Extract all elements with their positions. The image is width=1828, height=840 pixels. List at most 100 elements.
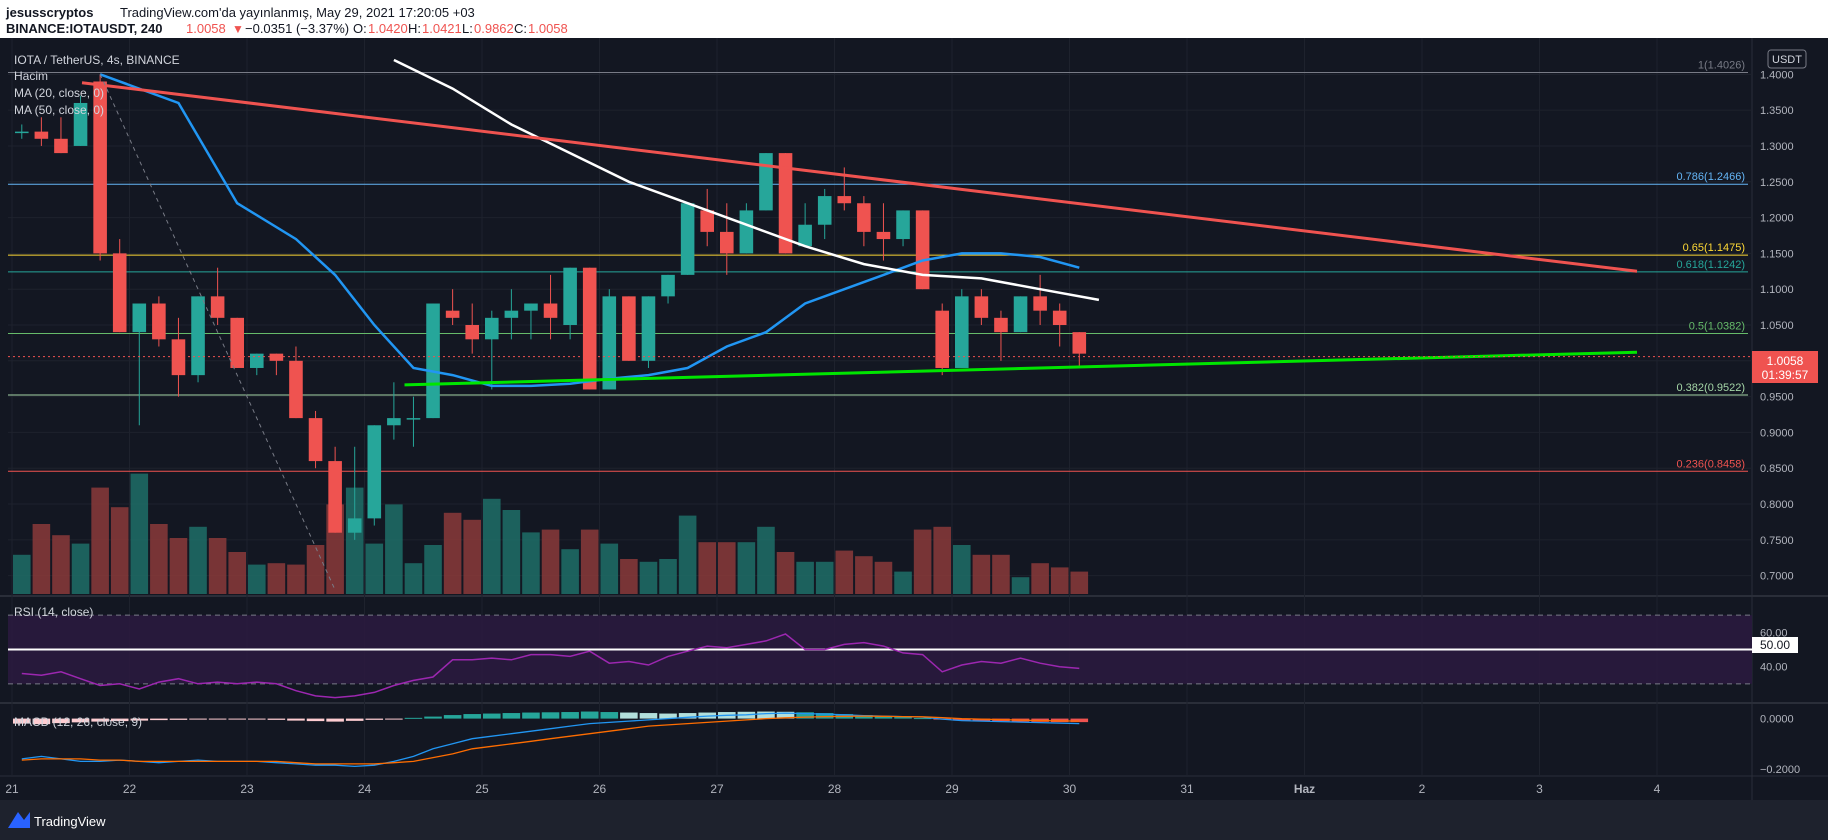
candle-body bbox=[250, 353, 264, 368]
rsi-line bbox=[21, 633, 1080, 699]
time-tick-label: 25 bbox=[475, 782, 489, 796]
candle-body bbox=[426, 303, 440, 419]
candle-body bbox=[230, 317, 244, 368]
candlesticks[interactable] bbox=[15, 74, 1087, 540]
macd-histogram-bar bbox=[953, 718, 971, 721]
volume-bar bbox=[639, 561, 658, 594]
candle-body bbox=[778, 153, 793, 254]
candle-body bbox=[93, 81, 107, 254]
candle-body bbox=[857, 203, 871, 232]
volume-bar bbox=[620, 559, 638, 594]
macd-histogram-bar bbox=[443, 715, 462, 719]
moving-averages bbox=[99, 58, 1100, 388]
axis-labels: 0.70000.75000.80000.85000.90000.95001.00… bbox=[5, 69, 1793, 796]
time-tick-label: 3 bbox=[1536, 782, 1543, 796]
candle-body bbox=[563, 267, 577, 325]
candle-body bbox=[759, 153, 773, 211]
volume-bar bbox=[189, 526, 207, 594]
trendlines[interactable] bbox=[8, 74, 1752, 591]
macd-histogram-bar bbox=[913, 718, 932, 720]
fib-level-label: 1(1.4026) bbox=[1698, 59, 1745, 71]
last-price-tag bbox=[1752, 351, 1818, 383]
low-value: 0.9862 bbox=[474, 21, 514, 36]
volume-bar bbox=[737, 542, 756, 594]
candle-body bbox=[955, 296, 969, 368]
macd-histogram-bar bbox=[248, 718, 266, 720]
candle-body bbox=[680, 203, 695, 275]
macd-histogram-bar bbox=[678, 713, 697, 719]
volume-bar bbox=[718, 542, 736, 594]
candle-body bbox=[582, 267, 597, 390]
macd-histogram-bar bbox=[208, 718, 227, 720]
volume-bar bbox=[404, 563, 423, 594]
macd-histogram-bar bbox=[894, 717, 912, 719]
volume-bar bbox=[561, 549, 579, 594]
volume-bar bbox=[306, 545, 325, 594]
legend-macd: MACD (12, 26, close, 9) bbox=[14, 715, 142, 729]
time-tick-label: 30 bbox=[1063, 782, 1077, 796]
time-tick-label: 2 bbox=[1419, 782, 1426, 796]
price-tick-label: 1.2500 bbox=[1760, 177, 1794, 189]
time-tick-label: 22 bbox=[123, 782, 137, 796]
countdown-timer: 01:39:57 bbox=[1762, 368, 1809, 382]
macd-histogram-bar bbox=[855, 715, 873, 719]
ma50-line bbox=[393, 58, 1100, 302]
fib-level-label: 0.786(1.2466) bbox=[1677, 171, 1746, 183]
time-tick-label: 4 bbox=[1654, 782, 1661, 796]
currency-badge[interactable] bbox=[1767, 49, 1807, 69]
author-name[interactable]: jesusscryptos bbox=[5, 5, 93, 20]
macd-histogram-bar bbox=[32, 718, 51, 725]
currency-label: USDT bbox=[1772, 54, 1802, 66]
macd-histogram-bar bbox=[424, 716, 442, 719]
footer-brand[interactable]: TradingView bbox=[34, 814, 106, 829]
time-tick-label: 21 bbox=[5, 782, 19, 796]
time-tick-label: 28 bbox=[828, 782, 842, 796]
candle-body bbox=[171, 339, 186, 376]
volume-bar bbox=[267, 563, 286, 594]
price-axis[interactable] bbox=[1752, 38, 1828, 800]
candle-body bbox=[269, 353, 284, 361]
candle-body bbox=[54, 138, 68, 154]
candle-body bbox=[73, 102, 88, 146]
volume-bar bbox=[580, 529, 599, 594]
volume-bar bbox=[502, 510, 521, 594]
candle-body bbox=[896, 210, 910, 240]
macd-pane: 0.0000 −0.2000 bbox=[13, 711, 1800, 776]
volume-bar bbox=[130, 473, 149, 594]
header-price: 1.0058 bbox=[186, 21, 226, 36]
macd-histogram-bar bbox=[874, 716, 893, 719]
price-tick-label: 0.8500 bbox=[1760, 463, 1794, 475]
macd-histogram-bar bbox=[541, 712, 560, 719]
candle-body bbox=[191, 296, 205, 376]
volume-bar bbox=[71, 543, 90, 594]
high-label: H: bbox=[408, 21, 421, 36]
macd-histogram-bar bbox=[169, 718, 188, 720]
macd-histogram-bar bbox=[972, 718, 991, 722]
projection-dashed-line bbox=[99, 74, 336, 591]
candle-body bbox=[837, 196, 852, 204]
candle-body bbox=[445, 310, 460, 318]
price-tick-label: 0.7500 bbox=[1760, 535, 1794, 547]
price-tick-label: 1.4000 bbox=[1760, 69, 1794, 81]
fib-level-label: 0.382(0.9522) bbox=[1677, 382, 1746, 394]
support-trendline bbox=[404, 350, 1638, 387]
candle-body bbox=[308, 418, 323, 462]
macd-histogram-bar bbox=[757, 711, 775, 719]
low-label: L: bbox=[462, 21, 473, 36]
candle-body bbox=[935, 310, 949, 368]
macd-histogram-bar bbox=[306, 718, 325, 722]
price-tick-label: 0.7000 bbox=[1760, 571, 1794, 583]
macd-histogram-bar bbox=[228, 718, 246, 720]
macd-histogram-bar bbox=[326, 718, 344, 722]
macd-tick-label: 0.0000 bbox=[1760, 714, 1794, 726]
volume-bar bbox=[1031, 563, 1049, 594]
price-tick-label: 1.1000 bbox=[1760, 284, 1794, 296]
volume-bar bbox=[385, 504, 403, 594]
candle-body bbox=[132, 303, 147, 333]
change-arrow-icon: ▼ bbox=[232, 22, 244, 36]
volume-bar bbox=[248, 564, 266, 594]
volume-bar bbox=[13, 554, 31, 594]
ma20-line bbox=[99, 73, 1080, 388]
